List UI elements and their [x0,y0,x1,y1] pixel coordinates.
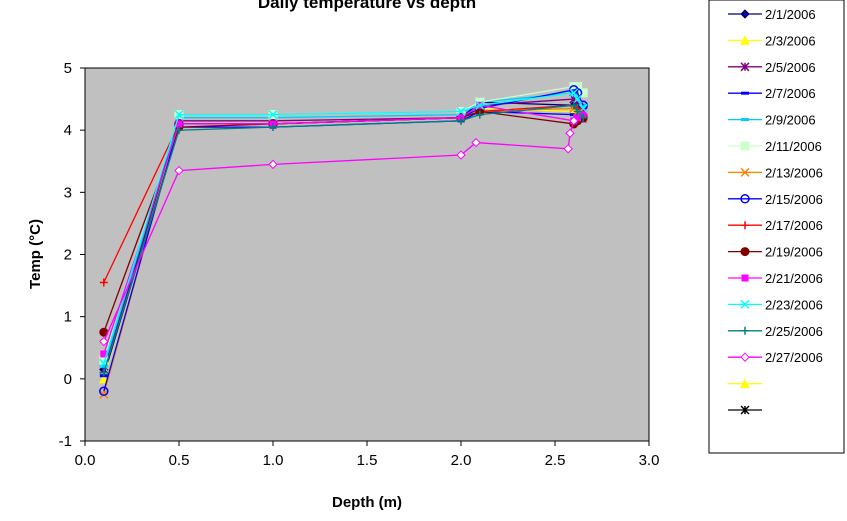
legend-marker [740,9,750,19]
y-tick-label: 1 [64,309,72,326]
legend-label: 2/23/2006 [765,297,823,312]
legend-label: 2/11/2006 [765,139,822,154]
legend-item: 2/25/2006 [728,324,823,339]
legend-item: 2/7/2006 [728,86,816,101]
legend-marker [740,194,750,204]
legend-label: 2/27/2006 [765,350,823,365]
data-point [569,88,579,98]
legend-item: 2/23/2006 [728,297,823,312]
legend-label: 2/3/2006 [765,33,816,48]
data-point [99,336,109,347]
legend-item: 2/21/2006 [728,271,823,286]
legend-item: 2/15/2006 [728,192,823,207]
legend-item: 2/17/2006 [728,218,823,233]
legend-item [728,378,762,389]
data-point [573,107,582,116]
legend-label: 2/7/2006 [765,86,816,101]
data-point [98,373,109,384]
data-point [569,101,578,110]
legend-item: 2/9/2006 [728,113,816,128]
legend-item: 2/3/2006 [728,33,816,48]
data-point [573,94,583,104]
axis-ticks: 0.0 0.5 1.0 1.5 2.0 2.5 3.0 -1 0 1 2 3 4 5 [59,60,660,469]
legend-marker [740,352,750,362]
legend-item: 2/5/2006 [728,60,816,75]
legend-marker [741,91,749,95]
data-point [174,165,184,176]
legend-marker [740,62,750,72]
legend-item: 2/11/2006 [728,139,822,154]
legend-marker [740,167,750,177]
data-point [565,128,575,138]
data-point [99,364,108,368]
legend-item: 2/19/2006 [728,245,823,260]
legend-label: 2/25/2006 [765,324,823,339]
legend-label: 2/9/2006 [765,113,816,128]
y-tick-label: 5 [64,60,72,77]
x-tick-label: 2.0 [451,452,472,469]
data-point [174,110,184,120]
legend-marker [740,141,750,151]
legend-label: 2/19/2006 [765,245,823,260]
legend-marker [741,274,749,282]
series-12 [99,88,588,368]
y-tick-label: 3 [64,184,72,201]
legend-item: 2/27/2006 [728,350,823,365]
legend-marker [740,247,750,257]
data-point [563,144,573,154]
x-tick-label: 0.0 [75,452,96,469]
legend-label: 2/21/2006 [765,271,823,286]
y-tick-label: 2 [64,247,72,264]
legend-label: 2/13/2006 [765,165,823,180]
legend-marker [740,35,750,45]
y-axis-title: Temp (°C) [27,219,44,289]
series-layer [98,82,589,399]
legend-marker [740,405,750,415]
legend-marker [741,221,749,230]
data-point [99,386,109,397]
x-tick-label: 1.5 [357,452,378,469]
legend-label: 2/17/2006 [765,218,823,233]
legend-item: 2/13/2006 [728,165,823,180]
data-point [268,159,278,170]
legend [708,0,845,454]
data-point [471,137,481,148]
data-point [569,116,579,126]
data-point [99,368,108,377]
chart-title: Daily temperature vs depth [258,0,476,12]
data-point [475,100,485,110]
y-tick-label: 0 [64,371,72,388]
series-13 [99,101,588,377]
data-point [99,278,108,287]
x-tick-label: 3.0 [639,452,660,469]
data-point [579,113,588,122]
legend-marker [741,118,749,122]
x-tick-label: 0.5 [169,452,190,469]
data-point [578,88,588,98]
data-point [99,389,109,399]
data-point [456,106,466,117]
data-point [457,116,465,125]
legend-label: 2/1/2006 [765,7,816,22]
legend-item: 2/1/2006 [728,7,816,22]
legend-label: 2/5/2006 [765,60,816,75]
data-point [456,150,466,160]
legend-label: 2/15/2006 [765,192,823,207]
x-tick-label: 2.5 [545,452,566,469]
legend-marker [740,378,750,389]
legend-marker [740,299,750,309]
x-axis-title: Depth (m) [332,494,402,511]
y-tick-label: 4 [64,122,72,139]
y-tick-label: -1 [59,433,72,450]
legend-marker [741,326,749,335]
data-point [175,126,183,135]
x-tick-label: 1.0 [263,452,284,469]
series-14 [99,116,579,347]
data-point [269,123,277,132]
data-point [268,110,278,120]
legend-items: 2/1/2006 2/3/2006 2/5/2006 2/7/2006 2/9/2006… [728,7,823,415]
legend-item [728,405,762,415]
data-point [475,110,484,119]
